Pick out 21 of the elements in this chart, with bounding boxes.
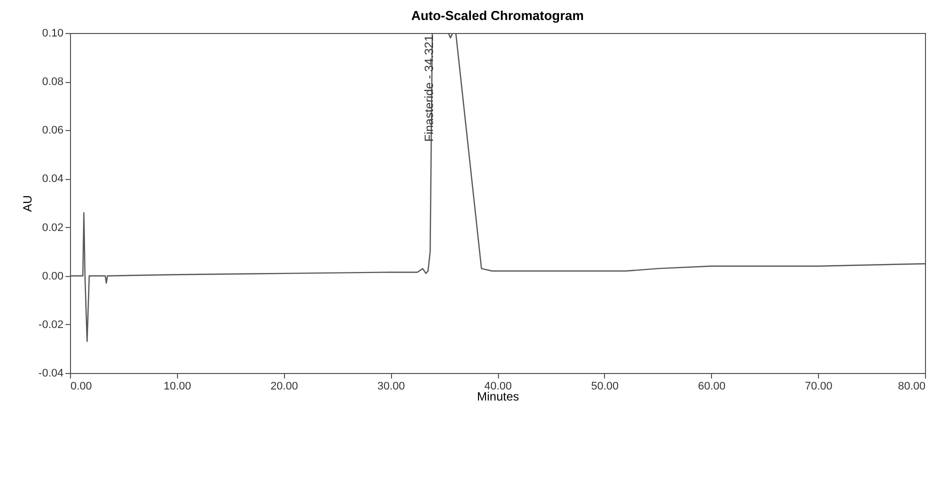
y-tick-label: 0.06 [42,124,64,137]
annotation: Finasteride - 34.321 [422,34,436,142]
y-tick-label: 0.10 [42,28,64,40]
x-tick-label: 30.00 [377,380,405,392]
chart-title: Auto-Scaled Chromatogram [411,8,584,23]
y-tick-label: 0.00 [42,270,64,282]
x-tick-label: 0.00 [70,380,92,392]
y-tick-label: -0.04 [38,368,64,380]
y-tick-label: 0.02 [42,222,64,234]
x-tick-label: 70.00 [804,380,832,392]
x-tick-label: 40.00 [484,380,512,392]
x-axis-title: Minutes [476,390,520,404]
y-tick-label: -0.02 [38,318,64,331]
y-tick-label: 0.08 [42,76,64,88]
y-tick-label: 0.04 [42,173,64,186]
x-tick-label: 20.00 [270,380,298,392]
x-tick-label: 60.00 [698,380,726,392]
x-tick-label: 50.00 [591,380,619,392]
y-axis-title: AU [20,195,34,212]
x-tick-label: 80.00 [898,380,926,392]
x-tick-label: 10.00 [164,380,192,392]
